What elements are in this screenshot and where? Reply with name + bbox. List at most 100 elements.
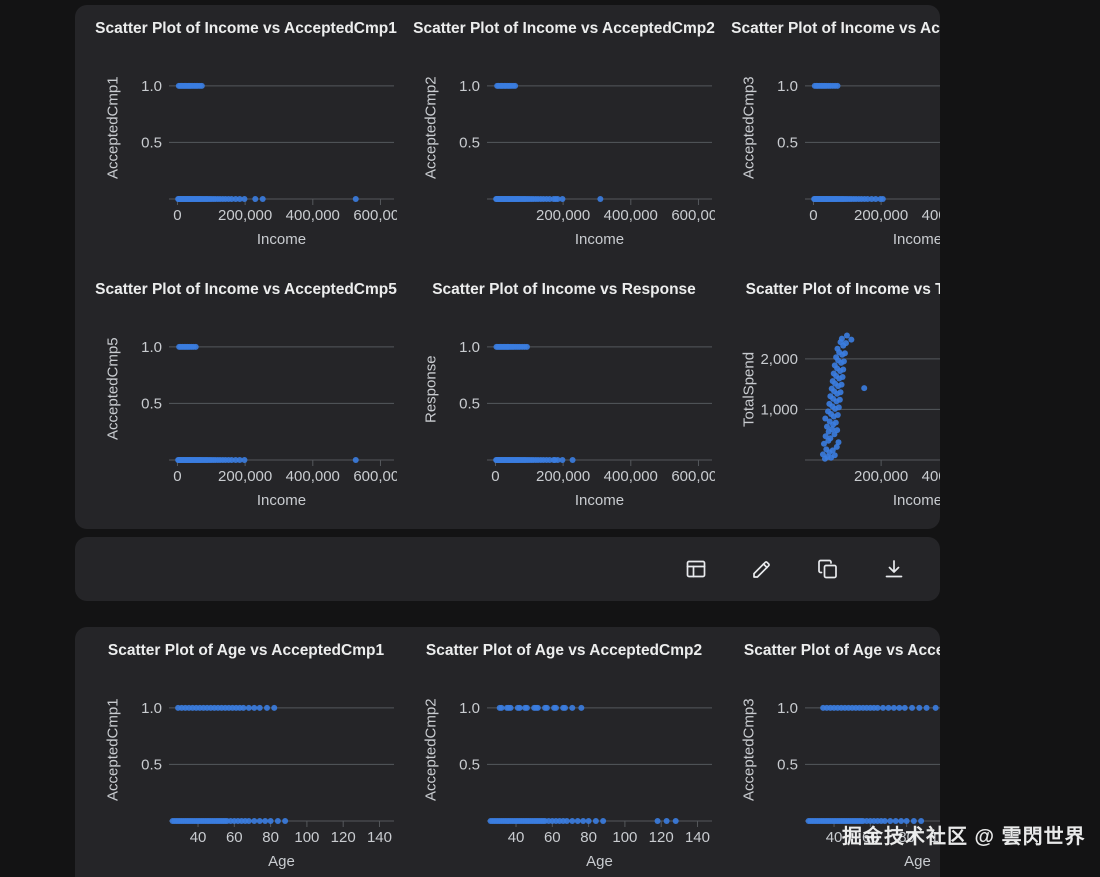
y-tick-label: 1.0 [141,700,162,717]
data-point [267,818,274,824]
x-axis-label: Income [256,231,307,248]
x-tick-label: 600,000 [671,207,715,224]
data-point [672,818,679,824]
x-tick-label: 200,000 [854,207,908,224]
scatter-plot: 0.5 1.0 40 60 80 100 120 140 [141,700,394,846]
data-point [823,423,830,430]
x-tick-label: 100 [294,829,319,846]
data-point [600,818,607,824]
output-card-age: Scatter Plot of Age vs AcceptedCmp1 Acce… [75,627,940,877]
data-point [822,415,829,422]
chart-body: AcceptedCmp2 0.5 1.0 200,000 400,000 600,000 [405,43,723,227]
data-point [823,446,830,453]
x-tick-label: 0 [173,468,181,485]
data-point [874,704,881,711]
data-point [543,704,550,711]
chart-row: Scatter Plot of Income vs AcceptedCmp1 A… [75,5,940,257]
data-point [910,818,917,824]
data-point [834,411,841,418]
data-point [896,704,903,711]
data-point [252,196,259,202]
data-point [834,345,841,352]
data-point [192,343,199,350]
data-point [241,196,248,202]
data-point [829,426,836,433]
y-tick-label: 1,000 [761,401,798,418]
y-tick-label: 1.0 [459,78,480,95]
data-point [262,818,269,824]
data-point [256,818,263,824]
x-tick-label: 200,000 [218,207,272,224]
data-point [885,704,892,711]
chart-title: Scatter Plot of Income vs AcceptedCmp1 [95,20,397,37]
data-point [580,818,587,824]
data-point [245,704,252,711]
data-point [826,418,833,425]
y-tick-label: 0.5 [459,395,480,412]
y-tick-label: 0.5 [777,134,798,151]
chart-row: Scatter Plot of Age vs AcceptedCmp1 Acce… [75,627,940,877]
y-tick-label: 0.5 [777,756,798,773]
chart-title: Scatter Plot of Income vs AcceptedCmp5 [95,281,397,298]
table-view-button[interactable] [674,547,718,591]
data-point [251,704,258,711]
data-point [516,704,523,711]
data-point [352,196,359,202]
x-axis-label: Income [256,492,307,509]
data-point [552,196,559,202]
data-point [916,704,923,711]
data-point [918,818,925,824]
data-point [861,385,868,392]
x-tick-label: 80 [898,829,915,846]
chart-title: Scatter Plot of Income vs AcceptedCmp3 [731,20,940,37]
data-point [559,457,566,463]
x-axis-label: Age [268,853,295,870]
chart-body: AcceptedCmp1 0.5 1.0 40 60 80 100 120 140 [87,665,405,849]
data-point [881,818,888,824]
y-axis-label: AcceptedCmp2 [422,698,440,802]
data-point [263,704,270,711]
data-point [597,196,604,202]
data-point [822,433,829,440]
x-tick-label: 200,000 [536,468,590,485]
data-point [512,82,519,89]
edit-button[interactable] [740,547,784,591]
output-toolbar [75,537,940,601]
data-point [654,818,661,824]
scatter-plot: 0.5 1.0 40 60 80 100 120 140 [459,700,712,846]
data-point [498,704,505,711]
x-tick-label: 0 [173,207,181,224]
data-point [245,818,252,824]
data-point [574,818,581,824]
y-tick-label: 0.5 [141,756,162,773]
data-point [841,350,848,357]
data-point [241,457,248,463]
scatter-plot: 0.5 1.0 200,000 400,000 600,000 [459,78,715,224]
copy-button[interactable] [806,547,850,591]
output-card-income: Scatter Plot of Income vs AcceptedCmp1 A… [75,5,940,529]
x-axis-label: Income [574,231,625,248]
y-axis-label: Response [422,355,440,423]
x-axis-label: Income [892,231,940,248]
download-button[interactable] [872,547,916,591]
data-point [848,336,855,343]
x-tick-label: 600,000 [353,207,397,224]
chart-cell: Scatter Plot of Income vs AcceptedCmp2 A… [405,15,723,257]
data-point [274,818,281,824]
data-point [932,704,939,711]
data-point [838,335,845,342]
data-point [892,818,899,824]
chart-cell: Scatter Plot of Age vs AcceptedCmp3 Acce… [723,637,940,877]
x-tick-label: 200,000 [854,468,908,485]
x-tick-label: 0 [809,207,817,224]
chart-body: Response 0.5 1.0 0 200,000 400,000 600,000 [405,304,723,488]
data-point [872,196,879,202]
chart-body: AcceptedCmp1 0.5 1.0 0 200,000 400,000 600,00… [87,43,405,227]
data-point [256,704,263,711]
data-point [829,447,836,454]
data-point [880,704,887,711]
